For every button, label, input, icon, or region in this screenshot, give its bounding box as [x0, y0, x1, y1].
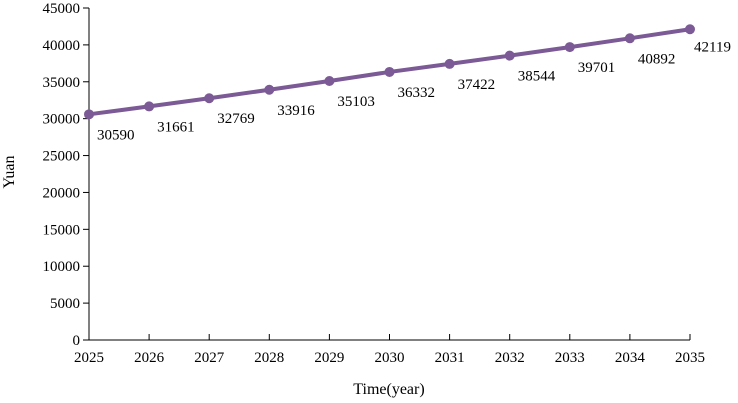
data-point — [204, 93, 215, 104]
data-label: 38544 — [518, 69, 556, 85]
data-label: 36332 — [398, 85, 436, 101]
axes — [88, 8, 690, 341]
x-axis-ticks: 2025 2026 2027 2028 2029 2030 2031 2032 2033 2034… — [74, 334, 705, 366]
x-tick-label: 2033 — [555, 350, 585, 366]
data-label: 42119 — [694, 39, 731, 55]
x-tick-label: 2030 — [375, 350, 405, 366]
data-point — [324, 76, 335, 87]
data-label: 30590 — [97, 127, 135, 143]
x-tick-label: 2031 — [435, 350, 465, 366]
data-point — [84, 109, 94, 120]
y-axis-title: Yuan — [1, 156, 18, 189]
data-label: 32769 — [217, 111, 255, 127]
x-axis-title: Time(year) — [353, 381, 424, 398]
y-tick-label: 5000 — [50, 296, 80, 312]
x-tick-label: 2032 — [495, 350, 525, 366]
y-tick-label: 40000 — [43, 38, 81, 54]
y-tick-label: 35000 — [43, 75, 81, 91]
data-label: 39701 — [578, 60, 616, 76]
x-tick-label: 2027 — [194, 350, 225, 366]
x-tick-label: 2028 — [254, 350, 284, 366]
data-labels: 30590 31661 32769 33916 35103 36332 37422 38544… — [97, 39, 731, 143]
data-label: 31661 — [157, 119, 195, 135]
x-tick-label: 2026 — [134, 350, 165, 366]
data-point — [144, 101, 155, 112]
data-label: 33916 — [277, 103, 315, 119]
data-point — [384, 66, 395, 77]
data-point — [624, 33, 635, 44]
y-tick-label: 0 — [73, 333, 81, 349]
data-label: 40892 — [638, 51, 676, 67]
y-tick-label: 45000 — [43, 1, 81, 17]
data-label: 35103 — [337, 94, 375, 110]
data-point — [564, 42, 575, 53]
data-label: 37422 — [458, 77, 496, 93]
data-point — [444, 58, 455, 69]
series-group — [84, 24, 695, 120]
x-tick-label: 2034 — [615, 350, 646, 366]
data-point — [504, 50, 515, 61]
x-tick-label: 2035 — [675, 350, 705, 366]
data-point — [264, 84, 275, 95]
y-tick-label: 10000 — [43, 259, 81, 275]
y-tick-label: 30000 — [43, 112, 81, 128]
y-tick-label: 25000 — [43, 149, 81, 165]
y-tick-label: 15000 — [43, 222, 81, 238]
y-axis-ticks: 0 5000 10000 15000 20000 25000 30000 35000 40000… — [43, 1, 89, 349]
data-point — [685, 24, 695, 35]
x-tick-label: 2025 — [74, 350, 104, 366]
y-tick-label: 20000 — [43, 185, 81, 201]
x-tick-label: 2029 — [314, 350, 344, 366]
